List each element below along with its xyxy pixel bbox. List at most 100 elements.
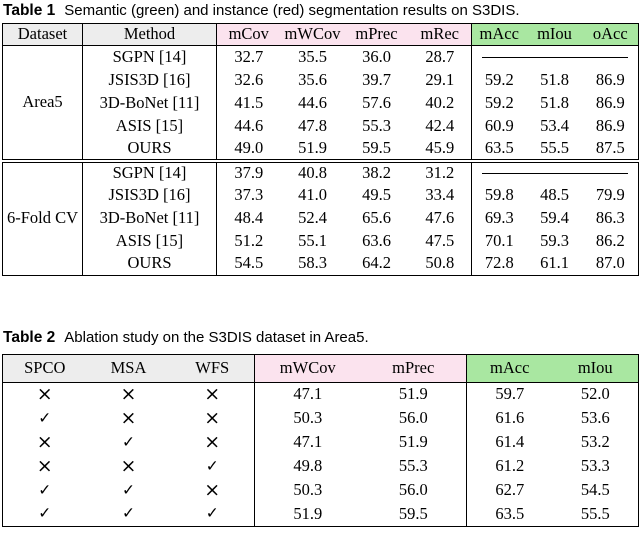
metric-cell: 72.8 xyxy=(484,253,514,273)
col-header-miou: mIou xyxy=(552,354,639,383)
table-row: 3D-BoNet [11] 48.4 52.4 65.6 47.6 69.3 59.4 86.… xyxy=(3,206,639,230)
method-cell: ASIS [15] xyxy=(82,229,217,253)
metric-cell: 57.6 xyxy=(362,92,391,112)
metric-cell: 32.7 xyxy=(234,46,264,66)
metric-cell: 59.2 xyxy=(484,92,514,112)
metric-cell: 47.1 xyxy=(293,432,323,452)
method-cell: SGPN [14] xyxy=(82,158,217,184)
table-row: OURS 54.5 58.3 64.2 50.8 72.8 61.1 87.0 xyxy=(3,252,639,276)
no-result-dash-line xyxy=(481,172,629,174)
metric-cell: 35.6 xyxy=(298,69,327,89)
table1-section-1: Area5 SGPN [14] 32.7 35.5 36.0 28.7 JSIS3D [16… xyxy=(2,45,639,161)
metric-cell: 47.6 xyxy=(408,206,472,230)
no-result-cell xyxy=(472,46,639,69)
check-mark: ✓ xyxy=(122,432,135,451)
metric-cell: 49.5 xyxy=(362,184,391,204)
table-row: 3D-BoNet [11] 41.5 44.6 57.6 40.2 59.2 51.8 86.… xyxy=(3,91,639,115)
check-mark: ✓ xyxy=(170,454,255,479)
metric-cell: 63.6 xyxy=(362,230,391,250)
check-mark: ✓ xyxy=(170,502,255,527)
metric-cell: 51.8 xyxy=(540,69,569,89)
metric-cell: 86.9 xyxy=(595,92,625,112)
check-mark: ✓ xyxy=(38,408,52,427)
metric-cell: 35.5 xyxy=(298,46,327,66)
cross-mark: × xyxy=(120,383,137,406)
col-header-mwcov: mWCov xyxy=(254,354,361,383)
cross-mark: × xyxy=(120,406,137,429)
metric-cell: 37.3 xyxy=(234,184,264,204)
cross-mark: × xyxy=(36,430,53,453)
metric-cell: 87.0 xyxy=(595,253,625,273)
metric-cell: 59.3 xyxy=(540,230,569,250)
metric-cell: 61.1 xyxy=(540,253,569,273)
metric-cell: 51.9 xyxy=(298,137,327,157)
col-header-mrec: mRec xyxy=(408,23,472,46)
col-header-miou: mIou xyxy=(526,23,583,46)
table2-caption-label: Table 2 xyxy=(3,329,56,346)
table-row: OURS 49.0 51.9 59.5 45.9 63.5 55.5 87.5 xyxy=(3,137,639,161)
check-mark: ✓ xyxy=(38,480,52,499)
method-cell: SGPN [14] xyxy=(82,45,217,69)
dataset-label: Area5 xyxy=(2,45,83,161)
col-header-spco: SPCO xyxy=(2,354,87,383)
table-row: 6-Fold CV SGPN [14] 37.9 40.8 38.2 31.2 xyxy=(2,158,639,276)
table-row: ASIS [15] 44.6 47.8 55.3 42.4 60.9 53.4 86.9 xyxy=(3,114,639,138)
metric-cell: 79.9 xyxy=(595,184,625,204)
table2-caption-text: Ablation study on the S3DIS dataset in A… xyxy=(64,329,369,346)
metric-cell: 56.0 xyxy=(360,478,467,503)
metric-cell: 55.3 xyxy=(360,454,467,479)
dataset-label: 6-Fold CV xyxy=(2,158,83,276)
check-mark: ✓ xyxy=(122,504,135,523)
col-header-wfs: WFS xyxy=(170,354,255,383)
metric-cell: 86.2 xyxy=(595,230,625,250)
col-header-method: Method xyxy=(82,23,217,46)
metric-cell: 54.5 xyxy=(234,253,264,273)
metric-cell: 56.0 xyxy=(360,406,467,431)
method-cell: JSIS3D [16] xyxy=(82,68,217,92)
metric-cell: 50.3 xyxy=(293,480,323,500)
table2-header-row: SPCO MSA WFS mWCov mPrec mAcc mIou xyxy=(2,354,639,383)
metric-cell: 53.3 xyxy=(580,456,610,476)
metric-cell: 65.6 xyxy=(362,207,391,227)
metric-cell: 38.2 xyxy=(344,158,409,184)
metric-cell: 52.4 xyxy=(298,207,327,227)
metric-cell: 52.0 xyxy=(580,384,610,404)
check-mark: ✓ xyxy=(38,504,52,523)
metric-cell: 39.7 xyxy=(362,69,391,89)
metric-cell: 59.4 xyxy=(540,207,569,227)
metric-cell: 45.9 xyxy=(408,137,472,161)
metric-cell: 51.9 xyxy=(360,382,467,407)
table-row: Area5 SGPN [14] 32.7 35.5 36.0 28.7 xyxy=(2,45,639,161)
table1-caption: Table 1 Semantic (green) and instance (re… xyxy=(3,2,520,20)
metric-cell: 49.0 xyxy=(234,137,264,157)
table2-body: × × × 47.1 51.9 59.7 52.0 ✓ × × 50.3 56.0 61.6 53.6 × ✓… xyxy=(3,382,639,527)
metric-cell: 64.2 xyxy=(362,253,391,273)
metric-cell: 86.9 xyxy=(595,69,625,89)
metric-cell: 33.4 xyxy=(408,183,472,207)
metric-cell: 44.6 xyxy=(298,92,327,112)
metric-cell: 51.9 xyxy=(360,430,467,455)
method-cell: 3D-BoNet [11] xyxy=(82,91,217,115)
cross-mark: × xyxy=(170,406,255,431)
metric-cell: 53.2 xyxy=(580,432,610,452)
table1-section-2: 6-Fold CV SGPN [14] 37.9 40.8 38.2 31.2 JSIS3D… xyxy=(2,158,639,276)
metric-cell: 70.1 xyxy=(484,230,514,250)
col-header-mprec: mPrec xyxy=(344,23,409,46)
metric-cell: 49.8 xyxy=(293,456,323,476)
cross-mark: × xyxy=(170,478,255,503)
metric-cell: 55.5 xyxy=(540,137,569,157)
metric-cell: 42.4 xyxy=(408,114,472,138)
no-result-cell xyxy=(471,158,639,184)
table-row: JSIS3D [16] 37.3 41.0 49.5 33.4 59.8 48.5 79.9 xyxy=(3,183,639,207)
cross-mark: × xyxy=(170,382,255,407)
metric-cell: 53.4 xyxy=(540,115,569,135)
cross-mark: × xyxy=(120,454,137,477)
metric-cell: 58.3 xyxy=(298,253,327,273)
col-header-macc: mAcc xyxy=(471,23,527,46)
metric-cell: 87.5 xyxy=(595,137,625,157)
col-header-macc: mAcc xyxy=(466,354,553,383)
table-row: × ✓ × 47.1 51.9 61.4 53.2 xyxy=(3,430,639,455)
metric-cell: 51.2 xyxy=(234,230,264,250)
metric-cell: 50.3 xyxy=(293,408,323,428)
